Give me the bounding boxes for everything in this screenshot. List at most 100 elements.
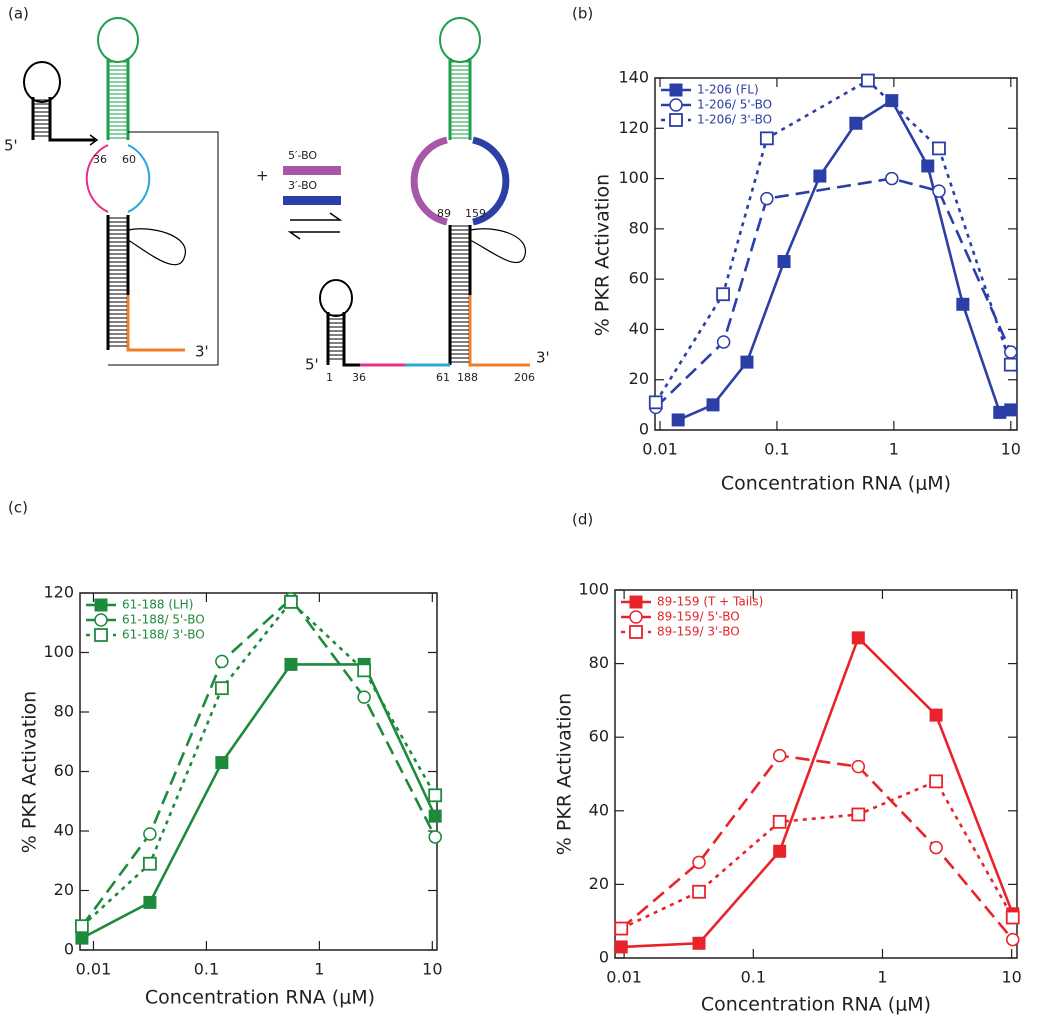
bracket [108,131,219,366]
label: 3' [195,343,209,361]
x-tick-label: 1 [889,440,899,459]
point [932,184,946,198]
x-axis-title: Concentration RNA (μM) [145,987,375,1009]
point [1004,345,1018,359]
label: 5' [305,356,319,374]
label: 5′-BO [288,149,317,162]
legend-marker [629,610,643,624]
legend-marker [669,98,683,112]
point [921,159,935,173]
x-axis-title: Concentration RNA (μM) [721,473,951,495]
rna-diagram: 5' 3' 36 60 + 5′-BO 3′-BO 89 159 5' 3' 1… [4,17,550,384]
series-line [654,177,1012,409]
point [929,708,943,722]
point [284,595,298,609]
point [1005,910,1020,925]
x-tick-label: 0.1 [764,440,789,459]
y-tick-label: 80 [54,702,74,721]
point [773,844,787,858]
y-tick-label: 100 [618,168,649,187]
label: 206 [514,371,535,384]
y-tick-label: 40 [629,319,649,338]
point [772,748,787,763]
label: 89 [437,207,451,220]
loop [469,228,526,264]
legend-label: 61-188/ 3'-BO [122,628,205,642]
point [777,255,791,269]
loop [127,228,186,266]
series-line [677,98,1012,422]
x-tick-label: 0.01 [76,960,112,979]
legend-marker [94,628,108,642]
plus: + [256,167,269,185]
stem [31,97,95,142]
series-line [80,597,437,927]
point [740,355,754,369]
stem [468,295,530,367]
stem [326,312,360,367]
point [851,807,866,822]
point [692,855,706,870]
arc [410,136,448,226]
y-tick-label: 60 [629,269,649,288]
point [716,287,730,302]
y-tick-label: 80 [629,218,649,237]
bo5-bar [283,166,341,175]
point [357,690,371,704]
point [956,297,970,311]
hairpin-loop [319,279,353,317]
y-axis-title: % PKR Activation [19,691,41,853]
point [284,657,298,671]
legend-label: 1-206/ 5'-BO [697,98,772,112]
point [851,631,865,645]
point [760,191,774,206]
label: 5' [4,137,18,155]
y-tick-label: 60 [589,727,609,746]
x-tick-label: 0.1 [194,960,219,979]
point [215,654,229,669]
label: 3' [536,349,550,367]
y-tick-label: 60 [54,761,74,780]
y-tick-label: 20 [629,369,649,388]
point [671,413,685,427]
point [885,94,899,108]
point [993,405,1007,419]
point [706,398,720,412]
label: 1 [326,371,333,384]
legend-label: 89-159 (T + Tails) [657,595,763,609]
legend-label: 1-206/ 3'-BO [697,113,772,127]
y-tick-label: 120 [618,118,649,137]
point [929,840,943,855]
point [428,788,443,803]
series-line [620,754,1014,941]
equilibrium [287,212,343,240]
hairpin-loop [23,61,61,103]
legend-label: 89-159/ 5'-BO [657,610,740,624]
legend-marker [629,595,643,609]
x-axis-title: Concentration RNA (μM) [701,994,931,1016]
legend-marker [669,83,683,97]
panel-label: (b) [572,5,593,23]
point [214,681,229,696]
point [143,827,157,841]
y-tick-label: 0 [639,420,649,439]
x-tick-label: 0.01 [606,968,642,987]
stem [448,225,472,365]
point [648,395,663,410]
point [851,759,866,774]
plot-frame [79,592,438,951]
series-line [654,78,1013,404]
series-line [620,779,1014,930]
y-tick-label: 20 [589,874,609,893]
point [692,936,706,950]
point [692,884,706,899]
plot-frame [654,77,1018,431]
label: 159 [465,207,486,220]
hairpin-loop [97,17,139,63]
legend-marker [94,598,108,612]
arc [472,136,510,226]
point [1006,932,1020,947]
y-axis-title: % PKR Activation [554,693,576,855]
point [885,171,899,186]
